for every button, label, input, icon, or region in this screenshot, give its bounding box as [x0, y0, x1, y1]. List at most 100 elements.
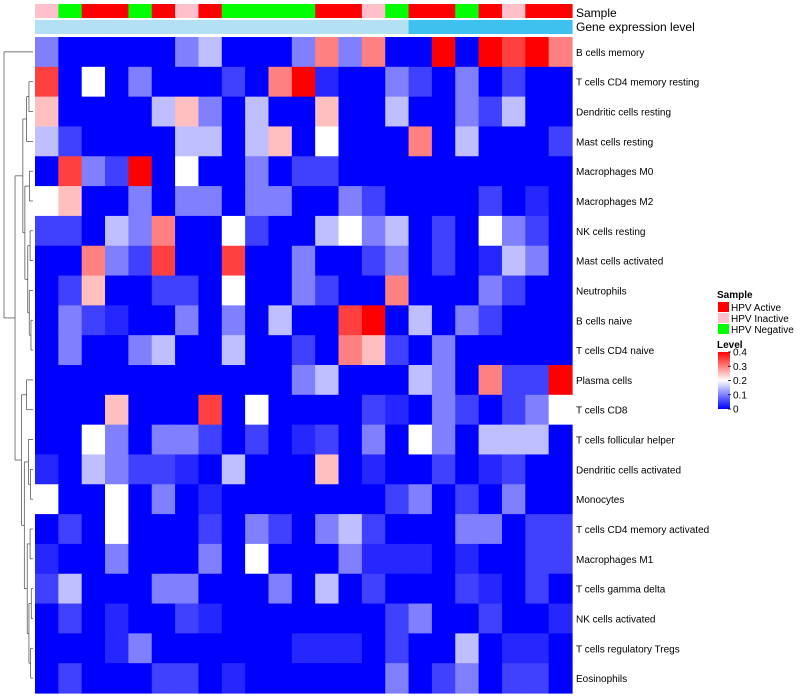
- heat-cell: [198, 96, 223, 128]
- heat-cell: [338, 37, 363, 68]
- heat-cell: [548, 126, 573, 157]
- heat-cell: [431, 186, 456, 217]
- heat-cell: [338, 215, 363, 247]
- row-dendrogram: [3, 51, 33, 679]
- heat-cell: [105, 573, 129, 605]
- heat-cell: [478, 96, 503, 128]
- heat-cell: [338, 603, 363, 634]
- expression-annotation-cell: [128, 20, 153, 34]
- heat-cell: [361, 514, 386, 545]
- sample-annotation-cell: [175, 4, 200, 18]
- heat-cell: [548, 394, 573, 426]
- heat-cell: [128, 335, 153, 366]
- heat-cell: [81, 365, 106, 396]
- heat-cell: [548, 275, 573, 306]
- heat-cell: [501, 335, 526, 366]
- heat-cell: [431, 603, 456, 634]
- expression-annotation-cell: [35, 20, 59, 34]
- heat-cell: [151, 245, 176, 277]
- heat-cell: [291, 186, 316, 217]
- heat-cell: [431, 335, 456, 366]
- heat-cell: [338, 96, 363, 128]
- heat-cell: [478, 454, 503, 485]
- sample-annotation-cell: [548, 4, 573, 18]
- heat-cell: [175, 37, 200, 68]
- heat-cell: [105, 394, 129, 426]
- heat-cell: [501, 424, 526, 456]
- heat-cell: [315, 335, 340, 366]
- heat-cell: [128, 365, 153, 396]
- expression-annotation-cell: [58, 20, 83, 34]
- heat-cell: [548, 66, 573, 98]
- heat-cell: [501, 37, 526, 68]
- heat-cell: [291, 663, 316, 694]
- heat-cell: [245, 454, 270, 485]
- heat-cell: [501, 186, 526, 217]
- heat-cell: [128, 454, 153, 485]
- heat-cell: [408, 394, 433, 426]
- heat-cell: [81, 156, 106, 187]
- heat-cell: [338, 275, 363, 306]
- heat-cell: [478, 543, 503, 575]
- heat-cell: [291, 96, 316, 128]
- heat-cell: [151, 66, 176, 98]
- heat-cell: [245, 573, 270, 605]
- heat-cell: [408, 514, 433, 545]
- heat-cell: [455, 305, 480, 336]
- heat-cell: [385, 96, 410, 128]
- heat-cell: [455, 573, 480, 605]
- heat-cell: [128, 215, 153, 247]
- heat-cell: [525, 215, 550, 247]
- heat-cell: [525, 37, 550, 68]
- heat-cell: [455, 663, 480, 694]
- heat-cell: [105, 186, 129, 217]
- heat-cell: [35, 573, 59, 605]
- heat-cell: [408, 186, 433, 217]
- heat-cell: [268, 275, 293, 306]
- sample-annotation-cell: [361, 4, 386, 18]
- heat-cell: [245, 335, 270, 366]
- heat-cell: [268, 245, 293, 277]
- heat-cell: [105, 543, 129, 575]
- heat-cell: [431, 96, 456, 128]
- heat-cell: [525, 573, 550, 605]
- heat-cell: [431, 245, 456, 277]
- heat-cell: [291, 66, 316, 98]
- heat-cell: [315, 514, 340, 545]
- heat-cell: [198, 335, 223, 366]
- heat-cell: [221, 66, 246, 98]
- heat-cell: [221, 484, 246, 515]
- heat-cell: [198, 543, 223, 575]
- heat-cell: [35, 305, 59, 336]
- expression-annotation-cell: [361, 20, 386, 34]
- heat-cell: [291, 424, 316, 456]
- heat-cell: [198, 156, 223, 187]
- heat-cell: [221, 96, 246, 128]
- sample-annotation-cell: [198, 4, 223, 18]
- heat-cell: [385, 156, 410, 187]
- heat-cell: [408, 454, 433, 485]
- heat-cell: [175, 603, 200, 634]
- heat-cell: [525, 603, 550, 634]
- annotation-label-expression: Gene expression level: [576, 20, 695, 34]
- sample-annotation-cell: [128, 4, 153, 18]
- heat-cell: [315, 126, 340, 157]
- row-label: T cells regulatory Tregs: [576, 644, 680, 655]
- heat-cell: [245, 186, 270, 217]
- heat-cell: [245, 96, 270, 128]
- sample-annotation-cell: [151, 4, 176, 18]
- heat-cell: [35, 633, 59, 664]
- heat-cell: [105, 633, 129, 664]
- heat-cell: [245, 603, 270, 634]
- heat-cell: [315, 365, 340, 396]
- heat-cell: [501, 543, 526, 575]
- heat-cell: [455, 126, 480, 157]
- heat-cell: [81, 215, 106, 247]
- heat-cell: [221, 126, 246, 157]
- sample-annotation-cell: [338, 4, 363, 18]
- heat-cell: [221, 514, 246, 545]
- heat-cell: [291, 215, 316, 247]
- heat-cell: [455, 96, 480, 128]
- expression-annotation-cell: [455, 20, 480, 34]
- heat-cell: [431, 514, 456, 545]
